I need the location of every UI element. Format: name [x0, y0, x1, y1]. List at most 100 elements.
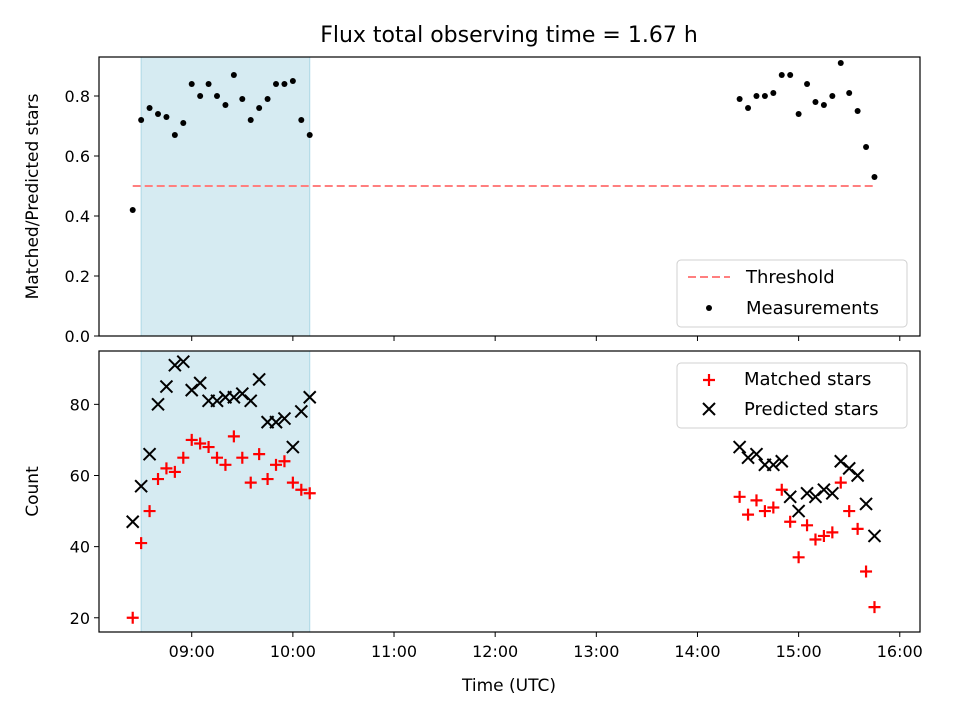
- measurement-point: [753, 93, 760, 99]
- measurement-point: [197, 93, 204, 99]
- measurement-point: [761, 93, 768, 99]
- bottom-legend: Matched stars Predicted stars: [676, 362, 908, 429]
- matched-star-point: [817, 529, 830, 542]
- measurement-point: [129, 207, 136, 213]
- matched-star-point: [143, 505, 156, 518]
- bottom-y-axis-label: Count: [23, 466, 43, 517]
- measurement-point: [180, 120, 187, 126]
- measurement-point: [745, 105, 752, 111]
- y-tick-label: 80: [70, 395, 90, 414]
- predicted-star-point: [168, 358, 182, 372]
- x-tick-label: 14:00: [674, 642, 720, 661]
- matched-star-point: [295, 483, 308, 496]
- measurement-point: [256, 105, 263, 111]
- predicted-star-point: [294, 404, 309, 419]
- matched-star-point: [152, 473, 165, 486]
- legend-predicted-swatch: [702, 402, 716, 416]
- matched-star-point: [851, 522, 864, 535]
- measurement-point: [770, 90, 777, 96]
- predicted-star-point: [749, 447, 764, 461]
- bottom-panel: 20 40 60 80 09:00 10:00 11:00 12:00 13:00 14:00 15…: [23, 350, 923, 696]
- matched-star-point: [219, 458, 232, 471]
- y-tick-label: 0.4: [65, 207, 90, 226]
- predicted-star-point: [134, 479, 148, 493]
- predicted-star-point: [210, 394, 224, 408]
- measurement-point: [829, 93, 836, 99]
- measurement-point: [138, 117, 145, 123]
- matched-star-point: [286, 476, 299, 489]
- measurement-point: [289, 78, 296, 84]
- top-y-axis-label: Matched/Predicted stars: [23, 93, 43, 299]
- matched-star-point: [775, 483, 788, 496]
- measurement-point: [854, 108, 861, 114]
- y-tick-label: 60: [70, 466, 90, 485]
- predicted-star-point: [732, 440, 747, 454]
- measurement-point: [205, 81, 212, 87]
- matched-star-point: [809, 533, 822, 546]
- measurement-point: [230, 72, 237, 78]
- matched-star-point: [868, 601, 881, 614]
- matched-star-point: [784, 515, 797, 528]
- measurement-point: [281, 81, 288, 87]
- matched-star-point: [261, 473, 274, 486]
- matched-star-point: [135, 537, 148, 550]
- matched-star-point: [211, 451, 224, 464]
- predicted-star-point: [867, 529, 882, 543]
- predicted-star-point: [269, 415, 283, 429]
- measurement-point: [214, 93, 221, 99]
- measurement-point: [804, 81, 811, 87]
- matched-star-point: [227, 430, 240, 443]
- x-tick-label: 15:00: [776, 642, 822, 661]
- top-panel: Flux total observing time = 1.67 h 0.00.…: [23, 23, 921, 346]
- predicted-star-point: [859, 497, 873, 511]
- predicted-star-point: [791, 504, 806, 518]
- predicted-star-point: [825, 486, 840, 500]
- measurement-point: [736, 96, 743, 102]
- x-axis-label: Time (UTC): [461, 676, 556, 696]
- top-legend: Threshold Measurements: [676, 259, 908, 328]
- predicted-star-point: [783, 490, 797, 504]
- predicted-star-point: [800, 486, 814, 500]
- measurement-point: [155, 111, 162, 117]
- matched-star-point: [843, 505, 856, 518]
- predicted-star-point: [151, 397, 165, 412]
- measurement-point: [222, 102, 229, 108]
- matched-star-point: [202, 441, 215, 454]
- predicted-star-point: [817, 483, 831, 497]
- y-tick-label: 20: [70, 609, 90, 628]
- measurement-point: [247, 117, 254, 123]
- legend-matched-swatch: [703, 374, 715, 386]
- predicted-star-point: [142, 447, 157, 461]
- x-tick-label: 09:00: [169, 642, 215, 661]
- measurement-point: [787, 72, 794, 78]
- x-tick-label: 10:00: [270, 642, 316, 661]
- predicted-star-point: [277, 411, 292, 426]
- matched-star-point: [244, 476, 257, 489]
- legend-threshold-label: Threshold: [745, 267, 835, 288]
- measurement-point: [239, 96, 246, 102]
- measurement-point: [846, 90, 853, 96]
- matched-star-point: [278, 455, 291, 468]
- measurement-point: [188, 81, 195, 87]
- measurement-point: [795, 111, 802, 117]
- measurement-point: [778, 72, 785, 78]
- predicted-star-point: [286, 440, 300, 454]
- matched-star-point: [126, 611, 139, 624]
- matched-star-point: [185, 433, 198, 446]
- predicted-star-point: [244, 394, 258, 408]
- matched-star-point: [160, 462, 173, 475]
- matched-star-point: [826, 526, 839, 539]
- y-tick-label: 0.8: [65, 87, 90, 106]
- predicted-star-point: [193, 376, 207, 390]
- matched-star-point: [303, 487, 316, 500]
- top-legend-box: [676, 259, 908, 328]
- matched-star-point: [792, 551, 805, 564]
- matched-star-point: [733, 490, 746, 503]
- y-tick-label: 0.0: [65, 327, 90, 346]
- top-data-marks: [129, 60, 878, 213]
- matched-star-point: [742, 508, 755, 521]
- measurement-point: [298, 117, 305, 123]
- bottom-data-marks: [126, 354, 882, 624]
- measurement-point: [273, 81, 280, 87]
- matched-star-point: [236, 451, 249, 464]
